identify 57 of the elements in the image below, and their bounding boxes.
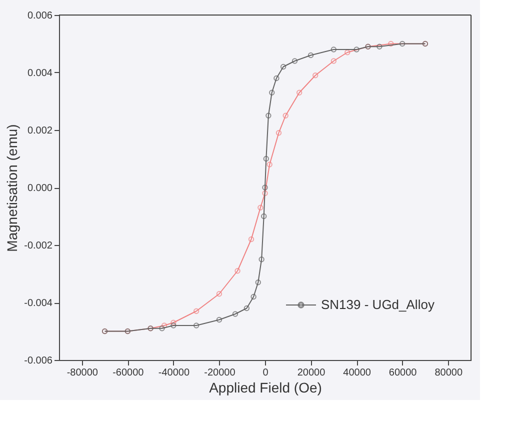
x-tick-label: 0 bbox=[262, 368, 269, 378]
point bbox=[262, 190, 268, 196]
point bbox=[388, 40, 394, 47]
point bbox=[244, 305, 250, 312]
y-tick-label: 0.000 bbox=[27, 183, 53, 194]
point bbox=[255, 280, 261, 286]
point bbox=[170, 320, 176, 326]
point bbox=[262, 184, 268, 190]
point bbox=[258, 256, 264, 262]
y-tick-label: -0.004 bbox=[24, 298, 53, 309]
point bbox=[308, 52, 314, 58]
point bbox=[216, 316, 222, 323]
point bbox=[234, 268, 240, 274]
y-axis-title: Magnetisation (emu) bbox=[4, 124, 20, 252]
x-tick-label: -60000 bbox=[112, 368, 144, 378]
point bbox=[161, 322, 168, 328]
y-tick-label: -0.006 bbox=[24, 356, 53, 366]
point bbox=[330, 46, 337, 52]
point bbox=[274, 75, 280, 82]
point bbox=[312, 72, 318, 78]
y-tick-label: 0.004 bbox=[27, 68, 53, 79]
point bbox=[296, 90, 302, 96]
point bbox=[280, 64, 286, 70]
legend-label: SN139 - UGd_Alloy bbox=[321, 297, 435, 312]
x-tick-label: -80000 bbox=[66, 368, 98, 378]
x-tick-label: 60000 bbox=[388, 368, 418, 378]
point bbox=[399, 40, 406, 47]
point bbox=[159, 326, 165, 332]
point bbox=[276, 130, 282, 136]
point bbox=[266, 112, 272, 118]
x-tick-label: 40000 bbox=[343, 368, 372, 378]
point bbox=[344, 50, 350, 56]
x-axis-title: Applied Field (Oe) bbox=[209, 380, 322, 396]
point bbox=[248, 236, 254, 242]
x-tick-label: -20000 bbox=[204, 368, 236, 378]
point bbox=[232, 311, 238, 317]
point bbox=[250, 294, 256, 300]
y-tick-label: 0.006 bbox=[27, 10, 53, 22]
point bbox=[263, 156, 269, 162]
y-tick-label: -0.002 bbox=[24, 240, 53, 252]
y-tick-label: 0.002 bbox=[27, 126, 53, 136]
point bbox=[216, 291, 222, 297]
point bbox=[193, 322, 200, 328]
point bbox=[292, 58, 298, 64]
point bbox=[258, 204, 264, 210]
point bbox=[282, 112, 288, 118]
point bbox=[330, 58, 337, 64]
point bbox=[269, 90, 275, 96]
x-tick-label: 80000 bbox=[434, 368, 463, 378]
point bbox=[261, 213, 267, 220]
point bbox=[354, 46, 360, 52]
point bbox=[193, 308, 200, 314]
x-tick-label: 20000 bbox=[297, 368, 326, 378]
point bbox=[376, 44, 382, 50]
point bbox=[170, 322, 176, 328]
point bbox=[266, 162, 272, 168]
x-tick-label: -40000 bbox=[158, 368, 190, 378]
